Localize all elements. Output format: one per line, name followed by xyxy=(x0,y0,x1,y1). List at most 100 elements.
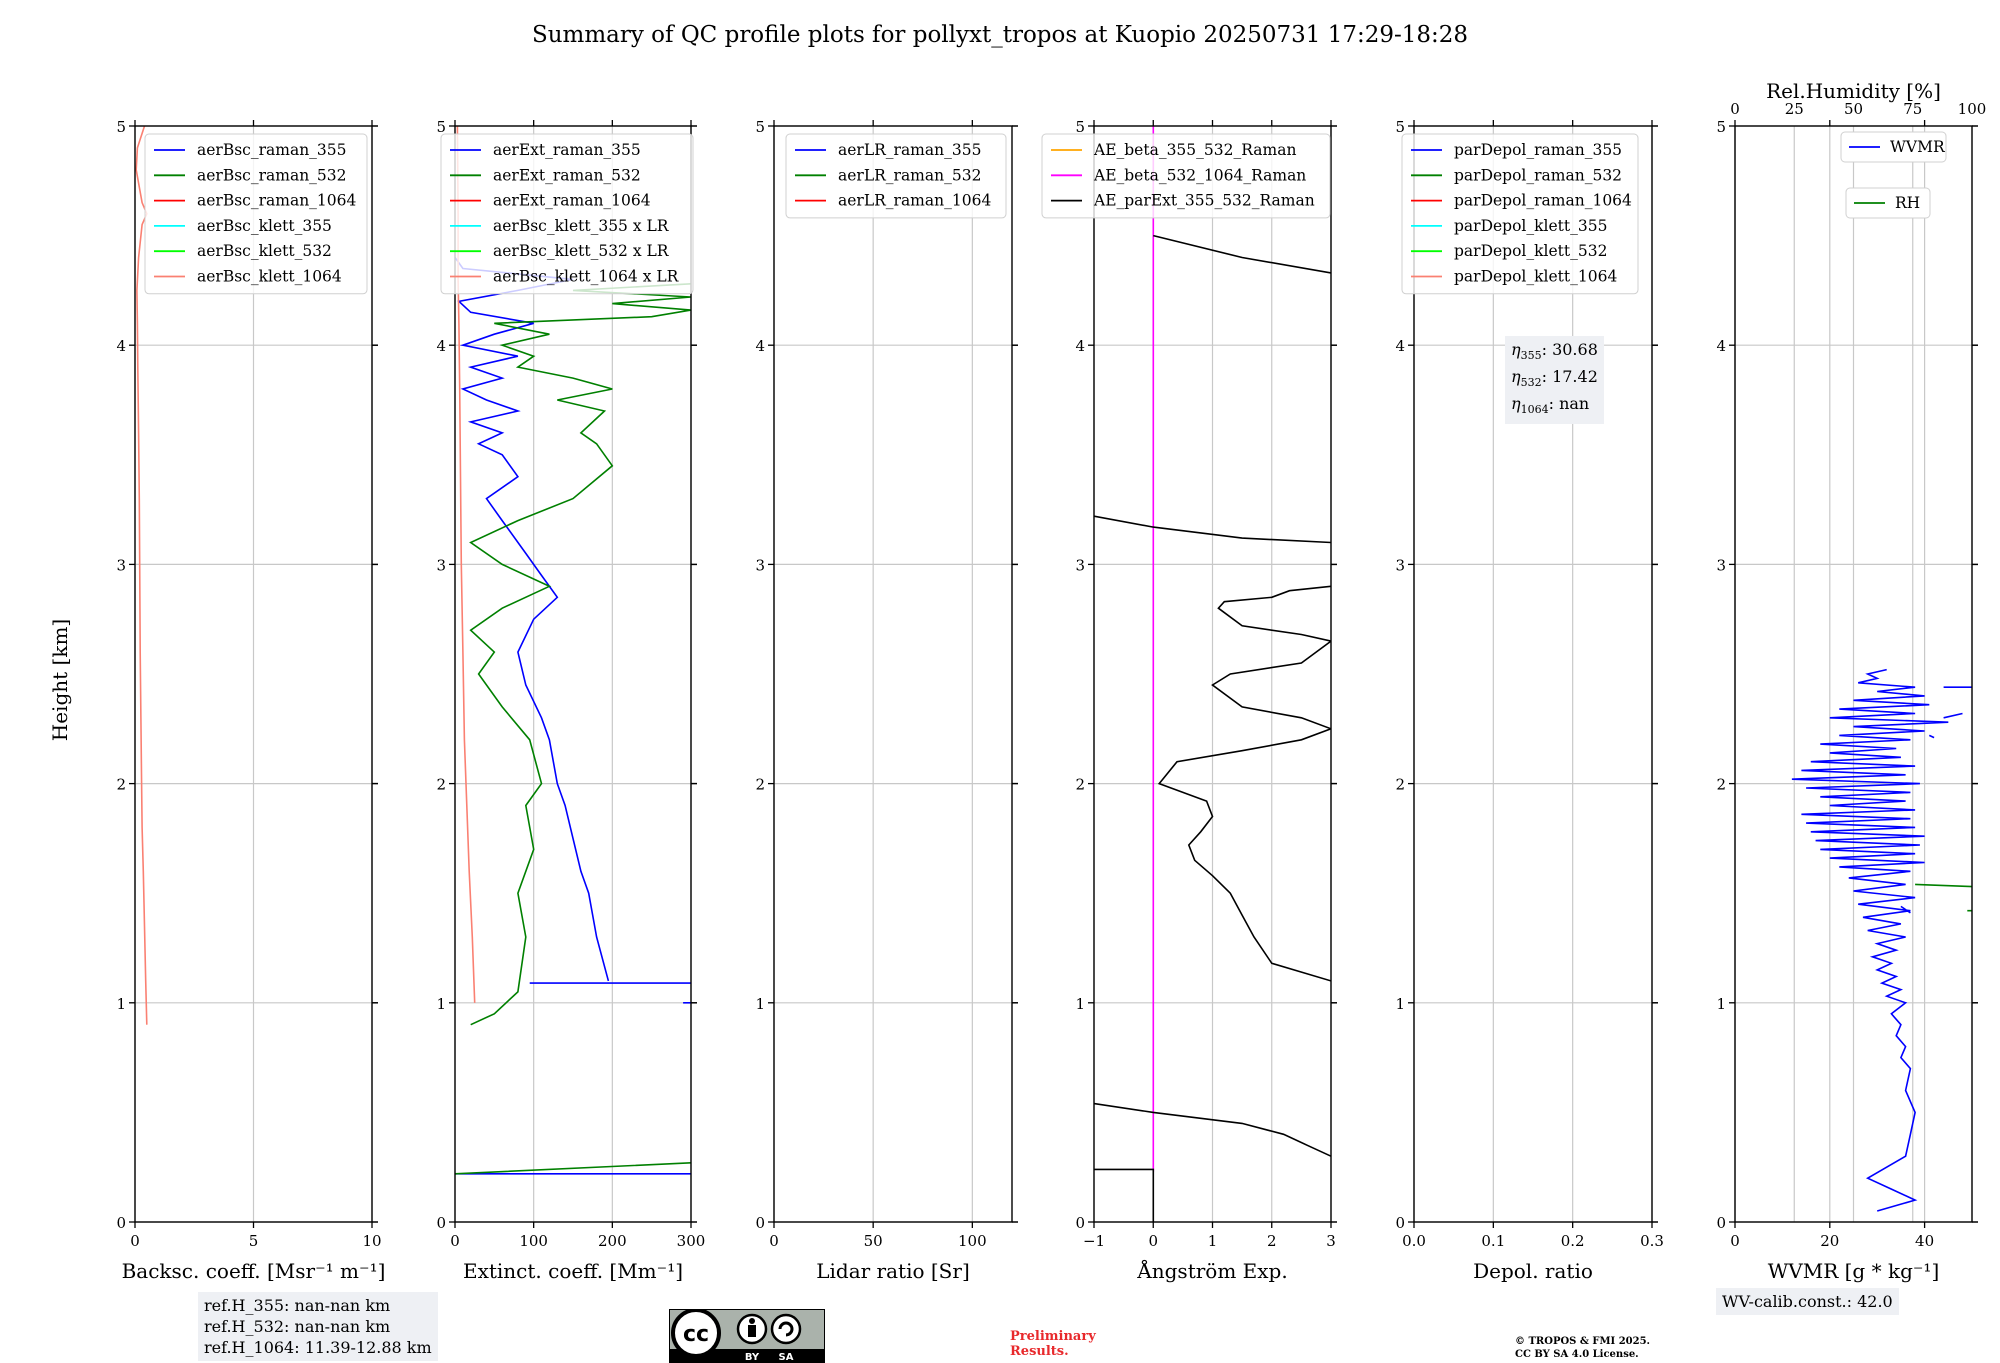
legend-frame xyxy=(144,133,368,295)
legend-frame xyxy=(1041,133,1331,219)
y-tick-label: 3 xyxy=(436,556,446,574)
preliminary-note: Preliminary Results. xyxy=(1010,1329,1096,1359)
y-tick-label: 2 xyxy=(436,776,446,794)
x-axis-label: Lidar ratio [Sr] xyxy=(816,1259,970,1283)
series-line-RH xyxy=(1915,883,1972,912)
y-tick-label: 5 xyxy=(436,118,446,136)
top-x-tick-label: 100 xyxy=(1958,100,1987,118)
y-tick-label: 4 xyxy=(436,337,446,355)
x-tick-label: 200 xyxy=(598,1232,627,1250)
top-x-tick-label: 75 xyxy=(1903,100,1922,118)
legend-entry: parDepol_klett_355 xyxy=(1454,217,1607,235)
y-tick-label: 5 xyxy=(116,118,126,136)
y-tick-label: 2 xyxy=(755,776,765,794)
svg-text:cc: cc xyxy=(683,1322,709,1347)
y-tick-label: 2 xyxy=(1075,776,1085,794)
legend: aerExt_raman_355 aerExt_raman_532 aerExt_r… xyxy=(440,133,694,295)
x-tick-label: 5 xyxy=(249,1232,259,1250)
panel-5: 0.0 0.1 0.2 0.3 0 1 2 3 4 5 Depol. ratio parDepol_r… xyxy=(1395,118,1663,1283)
wv-calib-box: WV-calib.const.: 42.0 xyxy=(1716,1288,1899,1315)
legend: AE_beta_355_532_Raman AE_beta_532_1064_Ra… xyxy=(1041,133,1331,219)
y-tick-label: 4 xyxy=(755,337,765,355)
x-tick-label: 100 xyxy=(958,1232,987,1250)
ref-height-1064: ref.H_1064: 11.39-12.88 km xyxy=(204,1338,432,1357)
legend-wvmr: WVMR xyxy=(1840,131,1947,163)
copyright-note: © TROPOS & FMI 2025. CC BY SA 4.0 Licens… xyxy=(1515,1336,1651,1360)
top-x-tick-label: 50 xyxy=(1844,100,1863,118)
x-tick-label: 100 xyxy=(519,1232,548,1250)
ref-height-355: ref.H_355: nan-nan km xyxy=(204,1296,391,1315)
x-tick-label: 0.2 xyxy=(1561,1232,1585,1250)
ref-height-532: ref.H_532: nan-nan km xyxy=(204,1317,391,1336)
legend-entry: aerBsc_klett_355 x LR xyxy=(493,217,670,235)
y-tick-label: 4 xyxy=(1395,337,1405,355)
eta-1064: η1064: nan xyxy=(1511,394,1590,417)
legend-entry: AE_beta_355_532_Raman xyxy=(1093,141,1296,159)
legend-entry: parDepol_klett_532 xyxy=(1454,242,1607,260)
x-tick-label: 0 xyxy=(1148,1232,1158,1250)
y-tick-label: 5 xyxy=(1395,118,1405,136)
legend-entry: AE_parExt_355_532_Raman xyxy=(1093,192,1315,210)
legend-entry: aerLR_raman_355 xyxy=(838,141,981,159)
x-tick-label: 50 xyxy=(864,1232,883,1250)
legend-entry: aerBsc_klett_1064 xyxy=(197,268,342,286)
y-tick-label: 1 xyxy=(755,995,765,1013)
eta-532: η532: 17.42 xyxy=(1511,367,1598,390)
legend-entry: parDepol_raman_355 xyxy=(1454,141,1622,159)
x-tick-label: 0.1 xyxy=(1481,1232,1505,1250)
eta-355: η355: 30.68 xyxy=(1511,340,1598,363)
x-tick-label: 0.0 xyxy=(1402,1232,1426,1250)
y-tick-label: 2 xyxy=(1716,776,1726,794)
x-axis-label: Depol. ratio xyxy=(1473,1259,1593,1283)
x-tick-label: 40 xyxy=(1915,1232,1934,1250)
y-tick-label: 1 xyxy=(1395,995,1405,1013)
axes-frame xyxy=(773,125,1013,1223)
legend-frame xyxy=(1401,133,1639,295)
legend-rh: RH xyxy=(1845,187,1931,219)
legend-entry: RH xyxy=(1895,194,1920,212)
legend-entry: aerBsc_raman_532 xyxy=(197,166,347,184)
x-tick-label: 1 xyxy=(1208,1232,1218,1250)
axes-frame xyxy=(1734,125,1973,1223)
y-tick-label: 1 xyxy=(436,995,446,1013)
legend-entry: AE_beta_532_1064_Raman xyxy=(1093,166,1306,184)
svg-text:SA: SA xyxy=(779,1352,794,1363)
legend-frame xyxy=(785,133,1007,219)
panel-3: 0 50 100 0 1 2 3 4 5 Lidar ratio [Sr] aerLR_raman_… xyxy=(755,118,1018,1283)
legend-entry: aerExt_raman_532 xyxy=(493,166,641,184)
y-tick-label: 3 xyxy=(755,556,765,574)
legend-entry: aerBsc_klett_1064 x LR xyxy=(493,268,680,286)
x-tick-label: 0.3 xyxy=(1640,1232,1664,1250)
x-tick-label: 0 xyxy=(450,1232,460,1250)
y-tick-label: 1 xyxy=(1075,995,1085,1013)
legend-entry: aerBsc_raman_1064 xyxy=(197,192,357,210)
legend-frame xyxy=(1840,131,1947,163)
legend-entry: aerBsc_klett_532 x LR xyxy=(493,242,670,260)
x-tick-label: 2 xyxy=(1267,1232,1277,1250)
y-tick-label: 5 xyxy=(1075,118,1085,136)
figure-title: Summary of QC profile plots for pollyxt_… xyxy=(531,22,1469,48)
y-tick-label: 4 xyxy=(116,337,126,355)
cc-by-sa-logo: cc BY SA xyxy=(669,1309,825,1363)
legend-frame xyxy=(1845,187,1931,219)
y-tick-label: 2 xyxy=(1395,776,1405,794)
y-tick-label: 0 xyxy=(436,1214,446,1232)
series-line-aerExt_raman_355 xyxy=(455,257,691,1175)
x-tick-label: 0 xyxy=(130,1232,140,1250)
x-axis-label: Extinct. coeff. [Mm⁻¹] xyxy=(463,1259,683,1283)
legend-entry: parDepol_klett_1064 xyxy=(1454,268,1617,286)
x-axis-label: Backsc. coeff. [Msr⁻¹ m⁻¹] xyxy=(122,1259,386,1283)
y-tick-label: 0 xyxy=(116,1214,126,1232)
legend-entry: parDepol_raman_1064 xyxy=(1454,192,1632,210)
legend: aerBsc_raman_355 aerBsc_raman_532 aerBsc_r… xyxy=(144,133,368,295)
y-tick-label: 3 xyxy=(1075,556,1085,574)
series-line-aerBsc_klett_1064 xyxy=(135,126,148,1025)
axes-frame xyxy=(454,125,692,1223)
y-tick-label: 2 xyxy=(116,776,126,794)
x-tick-label: 10 xyxy=(362,1232,381,1250)
legend-entry: parDepol_raman_532 xyxy=(1454,166,1622,184)
axes-frame xyxy=(1413,125,1653,1223)
top-x-tick-label: 0 xyxy=(1730,100,1740,118)
legend-entry: WVMR xyxy=(1890,138,1946,156)
